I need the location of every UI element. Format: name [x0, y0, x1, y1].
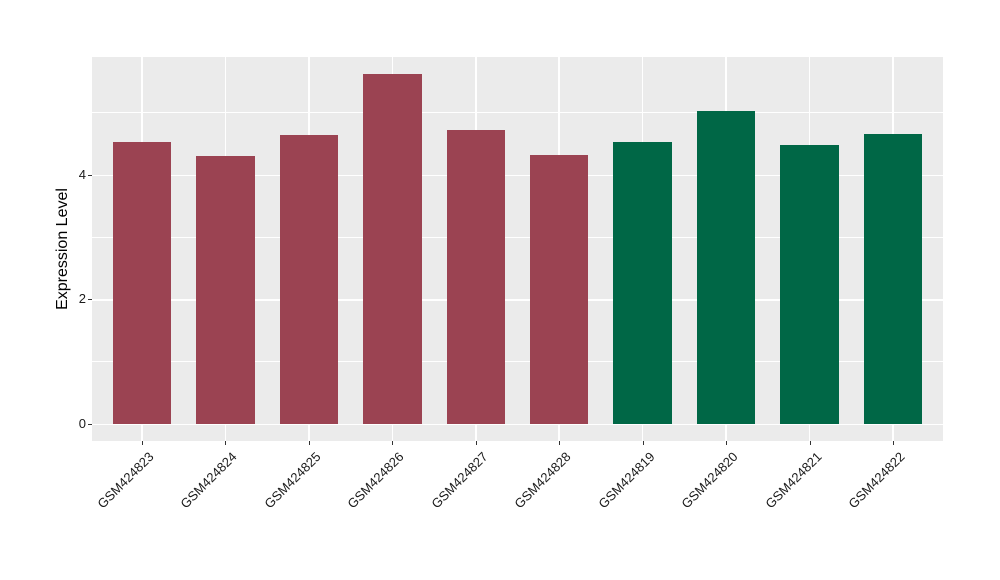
x-tick-mark: [225, 441, 227, 445]
x-tick-mark: [809, 441, 811, 445]
y-axis-title: Expression Level: [44, 57, 82, 441]
x-tick-mark: [892, 441, 894, 445]
minor-gridline: [92, 361, 943, 363]
y-tick-label: 0: [78, 415, 86, 431]
x-tick-mark: [392, 441, 394, 445]
bar-gsm424824: [196, 155, 255, 424]
bar-gsm424821: [780, 145, 839, 424]
x-tick-mark: [642, 441, 644, 445]
plot-panel: [92, 57, 943, 441]
y-tick-label: 4: [78, 166, 86, 182]
bar-gsm424819: [613, 142, 672, 424]
bar-gsm424826: [363, 74, 422, 424]
bar-gsm424827: [446, 130, 505, 424]
x-tick-mark: [308, 441, 310, 445]
x-tick-mark: [142, 441, 144, 445]
x-tick-mark: [726, 441, 728, 445]
minor-gridline: [92, 112, 943, 114]
bar-gsm424825: [279, 135, 339, 424]
y-tick-mark: [88, 174, 92, 176]
bar-gsm424820: [696, 110, 756, 424]
x-tick-mark: [475, 441, 477, 445]
minor-gridline: [92, 236, 943, 238]
bar-gsm424828: [530, 154, 589, 424]
y-tick-mark: [88, 423, 92, 425]
y-tick-mark: [88, 299, 92, 301]
x-tick-mark: [559, 441, 561, 445]
major-gridline: [92, 423, 943, 426]
major-gridline: [92, 299, 943, 301]
bar-gsm424822: [863, 133, 923, 424]
y-tick-label: 2: [78, 291, 86, 307]
bar-gsm424823: [112, 142, 172, 424]
major-gridline: [92, 174, 943, 177]
